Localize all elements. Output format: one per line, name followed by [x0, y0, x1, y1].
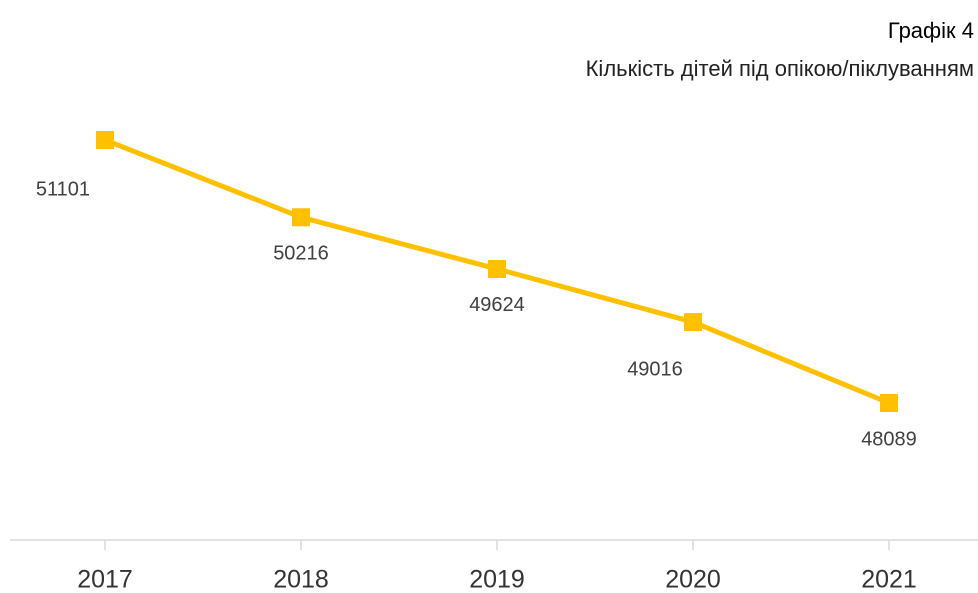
marker [96, 131, 114, 149]
marker [488, 259, 506, 278]
value-label: 51101 [36, 178, 90, 200]
x-tick-label: 2021 [861, 566, 917, 593]
marker [684, 313, 702, 332]
marker [292, 208, 310, 227]
x-tick-label: 2018 [273, 566, 329, 593]
chart-title: Графік 4 [888, 18, 974, 43]
value-label: 50216 [273, 243, 329, 265]
x-tick-label: 2017 [77, 566, 133, 593]
value-label: 49624 [469, 294, 525, 316]
chart-subtitle: Кількість дітей під опікою/піклуванням [586, 56, 974, 81]
x-tick-label: 2019 [469, 566, 525, 593]
marker [880, 394, 898, 412]
value-label: 48089 [861, 428, 917, 450]
x-tick-label: 2020 [665, 566, 721, 593]
value-label: 49016 [627, 358, 683, 380]
